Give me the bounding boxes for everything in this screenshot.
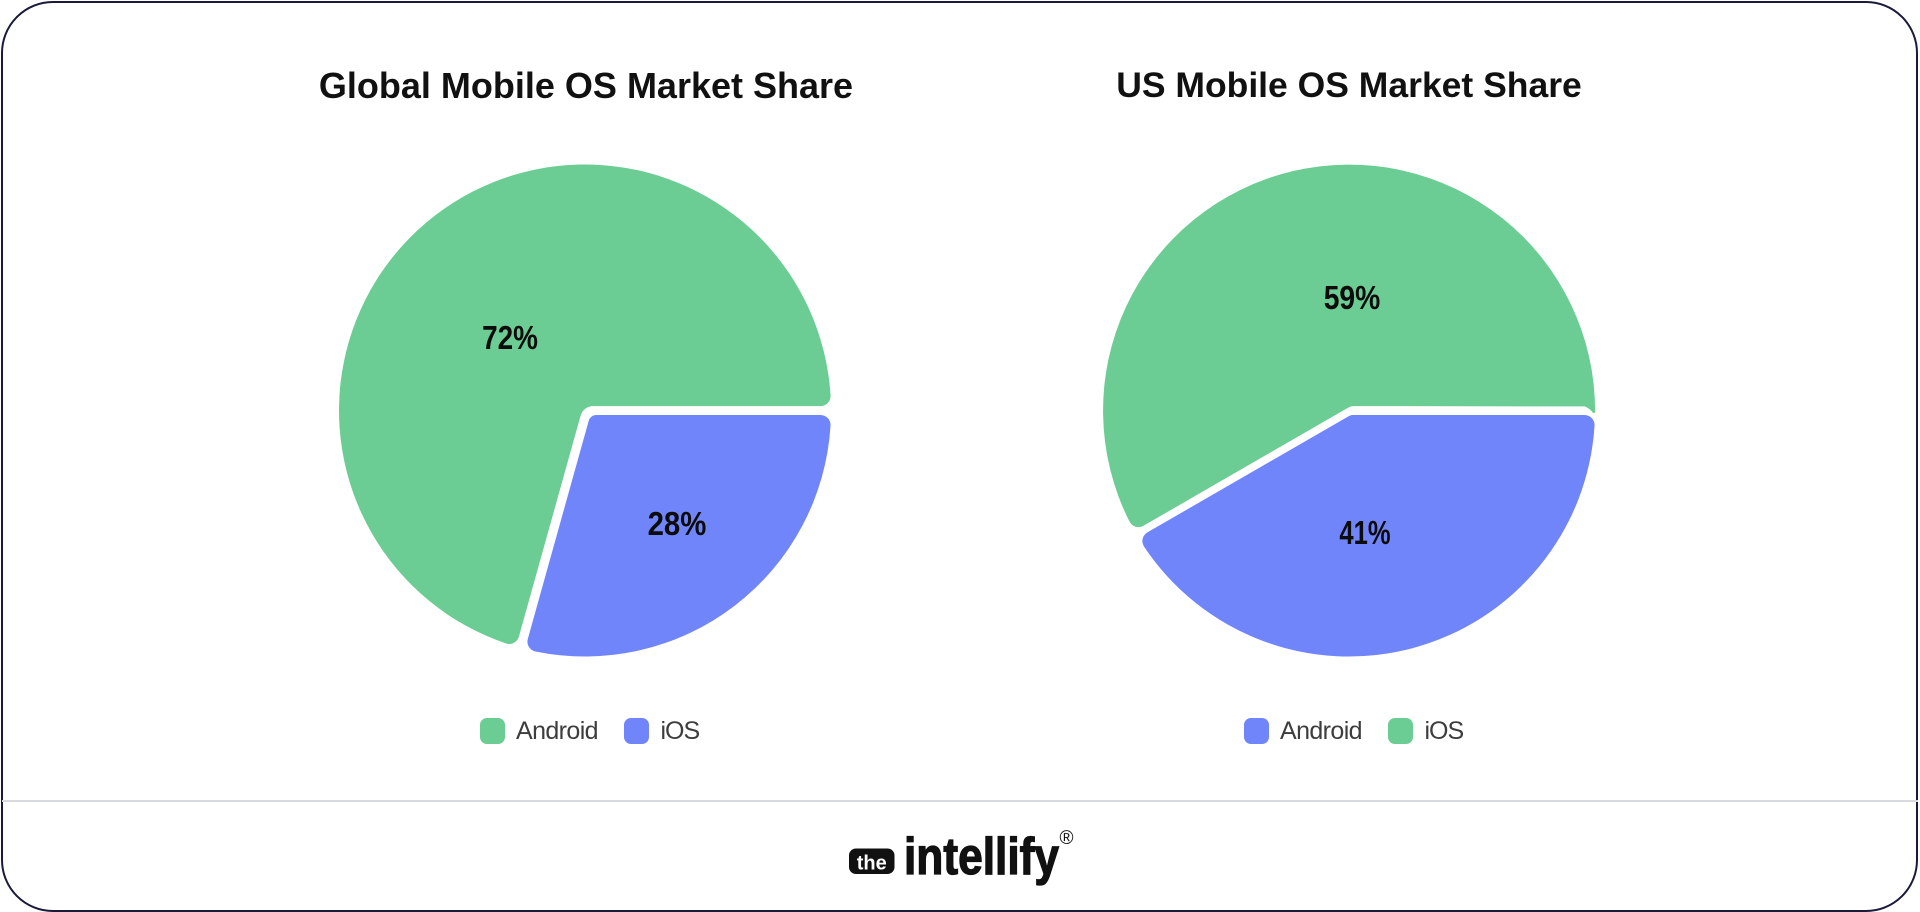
svg-text:intellify: intellify: [904, 828, 1059, 886]
svg-text:the: the: [857, 853, 887, 875]
svg-text:®: ®: [1060, 828, 1074, 849]
